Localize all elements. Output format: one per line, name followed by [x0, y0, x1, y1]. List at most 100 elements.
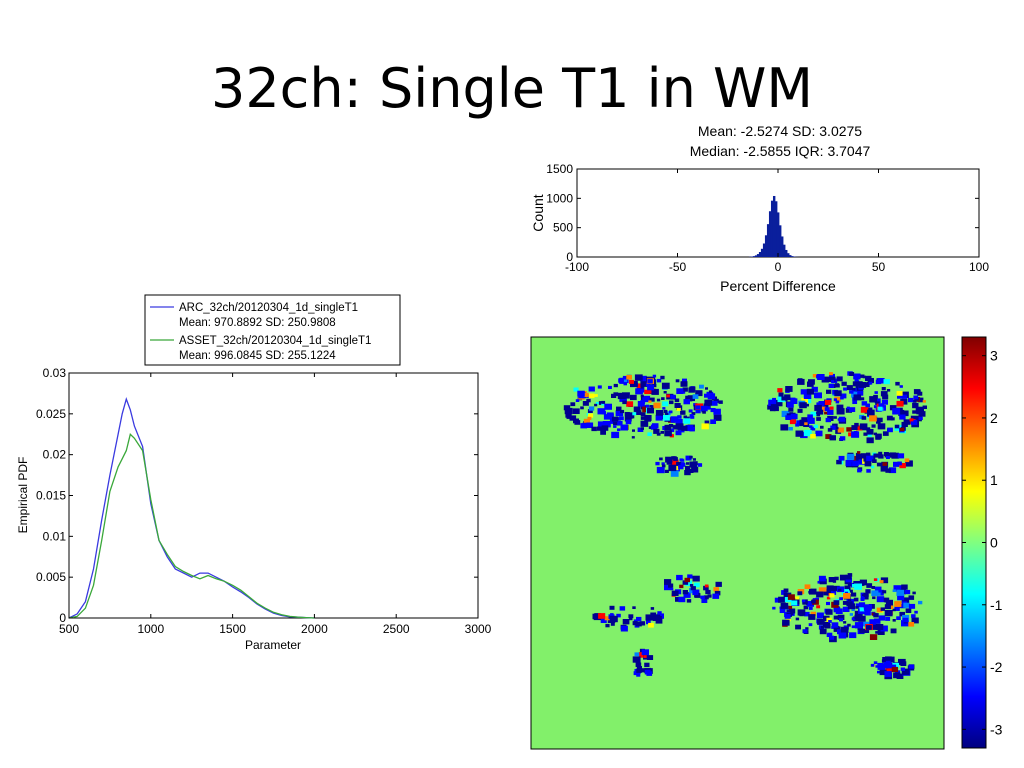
map-pixel: [814, 392, 821, 398]
map-pixel: [828, 577, 836, 583]
histogram-bar: [768, 211, 772, 257]
map-pixel: [616, 417, 621, 421]
map-pixel: [917, 418, 921, 421]
map-pixel: [852, 397, 857, 401]
map-pixel: [831, 601, 839, 608]
map-pixel: [659, 412, 664, 416]
map-pixel: [636, 668, 642, 673]
map-pixel: [791, 613, 795, 616]
map-pixel: [907, 665, 915, 671]
map-pixel: [896, 673, 904, 679]
map-pixel: [892, 619, 896, 622]
map-pixel: [671, 590, 679, 597]
map-pixel: [891, 666, 899, 672]
map-pixel: [866, 437, 874, 444]
map-pixel: [812, 374, 818, 378]
map-pixel: [898, 409, 905, 415]
map-pixel: [898, 413, 902, 416]
map-pixel: [604, 616, 610, 621]
map-pixel: [667, 460, 672, 464]
map-pixel: [846, 453, 855, 460]
map-pixel: [602, 421, 611, 428]
map-pixel: [670, 470, 679, 477]
map-pixel: [826, 585, 834, 592]
map-pixel: [633, 619, 638, 623]
map-pixel: [901, 421, 908, 427]
map-pixel: [801, 404, 806, 408]
map-pixel: [632, 656, 641, 663]
map-pixel: [869, 619, 877, 625]
map-pixel: [692, 458, 696, 461]
map-pixel: [692, 590, 699, 596]
map-pixel: [852, 616, 859, 622]
map-pixel: [587, 416, 592, 420]
map-pixel: [860, 597, 865, 601]
map-pixel: [887, 656, 895, 663]
colorbar-tick-label: 0: [990, 535, 998, 551]
map-pixel: [851, 462, 859, 468]
map-pixel: [901, 584, 908, 590]
map-pixel: [659, 457, 663, 461]
map-pixel: [578, 394, 585, 400]
map-pixel: [826, 398, 832, 403]
map-pixel: [863, 604, 872, 611]
histogram-x-tick-label: 100: [969, 260, 989, 274]
map-pixel: [816, 417, 821, 421]
difference-map-regions: [563, 371, 927, 680]
map-pixel: [790, 414, 795, 418]
map-pixel: [777, 402, 783, 407]
map-pixel: [819, 578, 827, 585]
map-pixel: [867, 378, 874, 384]
map-pixel: [795, 596, 800, 600]
map-pixel: [636, 616, 642, 622]
map-pixel: [626, 412, 635, 419]
map-pixel: [830, 384, 836, 388]
map-pixel: [857, 625, 863, 630]
map-pixel: [680, 458, 685, 462]
map-pixel: [782, 622, 788, 627]
map-pixel: [899, 463, 906, 469]
map-pixel: [892, 408, 901, 415]
map-pixel: [785, 412, 794, 419]
map-pixel: [837, 459, 844, 465]
map-pixel: [853, 391, 860, 397]
map-pixel: [797, 378, 805, 385]
map-pixel: [862, 375, 866, 379]
map-pixel: [882, 462, 888, 466]
map-pixel: [613, 392, 619, 397]
map-pixel: [645, 417, 651, 422]
map-pixel: [884, 452, 891, 458]
map-pixel: [640, 416, 646, 420]
map-pixel: [565, 412, 572, 418]
histogram-bar: [787, 253, 790, 257]
map-pixel: [893, 585, 902, 592]
map-pixel: [640, 427, 644, 430]
histogram-x-tick-label: 50: [872, 260, 886, 274]
map-pixel: [827, 415, 834, 421]
map-pixel: [608, 614, 615, 620]
map-pixel: [885, 656, 892, 662]
map-pixel: [823, 615, 830, 621]
map-pixel: [675, 597, 681, 602]
map-pixel: [858, 602, 866, 608]
map-pixel: [878, 451, 883, 455]
map-pixel: [616, 406, 622, 411]
map-pixel: [672, 456, 677, 460]
map-pixel: [668, 417, 675, 423]
map-pixel: [656, 432, 661, 436]
map-pixel: [840, 630, 849, 637]
map-pixel: [634, 374, 643, 381]
map-pixel: [818, 625, 825, 630]
map-pixel: [864, 610, 871, 616]
map-pixel: [866, 469, 871, 473]
map-pixel: [613, 425, 617, 428]
map-pixel: [887, 428, 891, 432]
map-pixel: [842, 588, 850, 595]
map-pixel: [694, 592, 700, 598]
map-pixel: [842, 600, 848, 605]
map-pixel: [800, 432, 808, 439]
map-pixel: [664, 579, 672, 585]
map-pixel: [816, 374, 821, 379]
map-pixel: [592, 613, 600, 620]
map-pixel: [573, 387, 579, 392]
